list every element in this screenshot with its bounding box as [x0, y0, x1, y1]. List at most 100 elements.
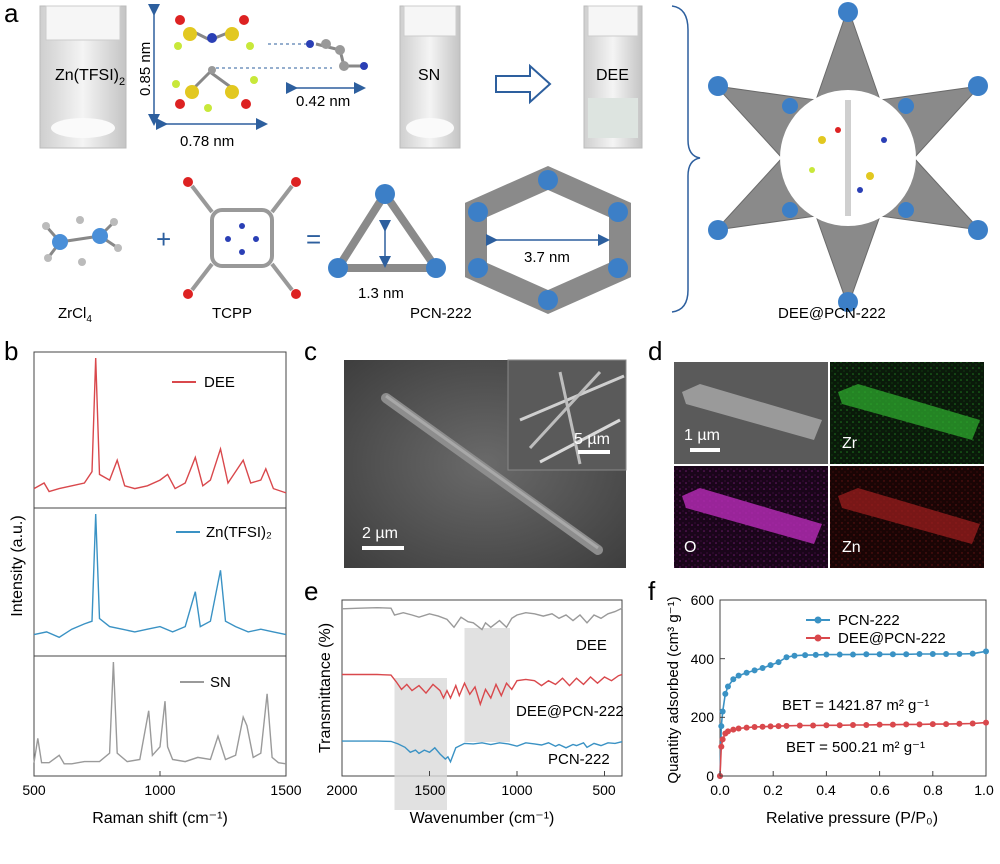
zrcl4-molecule-icon — [42, 216, 122, 266]
ftir-frame — [341, 599, 623, 777]
bet-data-point — [730, 676, 737, 683]
bet-data-point — [735, 672, 742, 679]
bet-data-point — [730, 726, 737, 733]
panel-d-letter: d — [648, 336, 662, 366]
ftir-xtick: 2000 — [326, 782, 357, 798]
bet-data-point — [956, 720, 963, 727]
ftir-xtick: 500 — [592, 782, 616, 798]
dim-width-label: 0.78 nm — [180, 133, 234, 150]
panel-f: f 0 200 400 600 0.0 0.2 0.4 0.6 0.8 1.0 … — [648, 576, 994, 827]
raman-series-line — [33, 357, 287, 494]
bet-data-point — [751, 724, 758, 731]
bet-xtick: 0.2 — [763, 782, 783, 798]
bet-data-point — [850, 721, 856, 728]
legend-sn: SN — [210, 674, 231, 691]
tcpp-label: TCPP — [212, 305, 252, 322]
bet-data-point — [903, 651, 910, 658]
raman-ylabel: Intensity (a.u.) — [9, 515, 26, 616]
bet-data-point — [719, 708, 726, 715]
legend-dee: DEE — [204, 374, 235, 391]
ftir-xlabel: Wavenumber (cm⁻¹) — [410, 810, 555, 827]
raman-series-line — [33, 513, 287, 639]
bet-data-point — [863, 721, 870, 728]
panel-e: e 2000 1500 1000 500 Wavenumber (cm⁻¹) T… — [304, 576, 624, 827]
bet-annotation-pcn: BET = 1421.87 m² g⁻¹ — [782, 697, 929, 714]
panel-a: a Zn(TFSI)2 — [4, 0, 988, 325]
main-scale-bar — [362, 546, 404, 550]
ftir-series-line — [341, 606, 623, 631]
eds-scale-label: 1 µm — [684, 427, 720, 444]
bet-data-point — [863, 651, 870, 658]
bet-data-point — [903, 721, 910, 728]
bet-data-point — [759, 723, 766, 730]
ftir-highlight-region — [394, 678, 447, 810]
bet-ylabel: Quantity adsorbed (cm³ g⁻¹) — [665, 596, 682, 783]
bet-data-point — [802, 652, 809, 659]
pcn-label: PCN-222 — [410, 305, 472, 322]
eds-zn-label: Zn — [842, 539, 861, 556]
bet-data-point — [759, 665, 766, 672]
raman-xtick: 1000 — [144, 782, 175, 798]
bet-data-point — [916, 650, 923, 657]
bet-xtick: 0.4 — [816, 782, 836, 798]
vial2-label: SN — [418, 67, 440, 84]
ftir-plot — [341, 606, 623, 810]
pore-large-label: 3.7 nm — [524, 249, 570, 266]
bet-data-point — [969, 650, 976, 657]
raman-frame — [33, 351, 287, 777]
main-scale-label: 2 µm — [362, 525, 398, 542]
raman-plot — [33, 357, 287, 776]
inset-scale-bar — [578, 450, 610, 454]
bet-data-point — [810, 722, 817, 729]
bet-data-point — [719, 736, 726, 743]
panel-c-letter: c — [304, 336, 317, 366]
bet-data-point — [836, 722, 843, 729]
zrcl4-label: ZrCl4 — [58, 305, 92, 325]
bet-data-point — [791, 652, 798, 659]
bet-data-point — [823, 722, 830, 729]
bet-data-point — [767, 723, 774, 730]
equals-sign: = — [306, 224, 321, 254]
dee-pcn-composite-icon — [708, 2, 988, 312]
bet-xlabel: Relative pressure (P/P₀) — [766, 810, 938, 827]
bet-data-point — [969, 720, 976, 727]
sn-molecule-icon — [216, 39, 368, 71]
ftir-xtick: 1500 — [414, 782, 445, 798]
raman-series-line — [33, 661, 287, 765]
ftir-label-dee: DEE — [576, 637, 607, 654]
composite-label: DEE@PCN-222 — [778, 305, 886, 322]
ftir-label-dee-pcn: DEE@PCN-222 — [516, 703, 624, 720]
vial-zn-tfsi — [39, 5, 127, 149]
bet-data-point — [983, 719, 989, 726]
bet-data-point — [836, 651, 843, 658]
bet-xtick: 0.0 — [710, 782, 730, 798]
bet-ytick: 200 — [691, 709, 715, 725]
bet-xtick: 1.0 — [974, 782, 994, 798]
ftir-series-line — [342, 673, 623, 707]
ftir-label-pcn: PCN-222 — [548, 751, 610, 768]
raman-xtick: 500 — [22, 782, 46, 798]
bet-ytick: 0 — [706, 768, 714, 784]
bet-data-point — [743, 724, 750, 731]
bet-data-point — [983, 648, 989, 655]
bet-data-point — [889, 651, 896, 658]
bet-ytick: 400 — [691, 651, 715, 667]
bet-data-point — [718, 723, 725, 730]
bet-data-point — [876, 651, 883, 658]
bet-data-point — [943, 650, 950, 657]
bet-data-point — [751, 667, 758, 674]
bet-annotation-dee: BET = 500.21 m² g⁻¹ — [786, 739, 925, 756]
bet-data-point — [929, 650, 936, 657]
bet-data-point — [929, 721, 936, 728]
bet-xtick: 0.6 — [870, 782, 890, 798]
raman-xlabel: Raman shift (cm⁻¹) — [92, 810, 228, 827]
eds-o-label: O — [684, 539, 696, 556]
panel-a-letter: a — [4, 0, 19, 28]
panel-b: b 500 1000 1500 Raman shift (cm⁻¹) Inten… — [4, 336, 302, 827]
eds-scale-bar — [690, 448, 720, 452]
tfsi-molecule-icon — [172, 15, 258, 112]
bet-data-point — [783, 654, 790, 661]
bet-data-point — [876, 721, 883, 728]
bet-data-point — [796, 722, 803, 729]
